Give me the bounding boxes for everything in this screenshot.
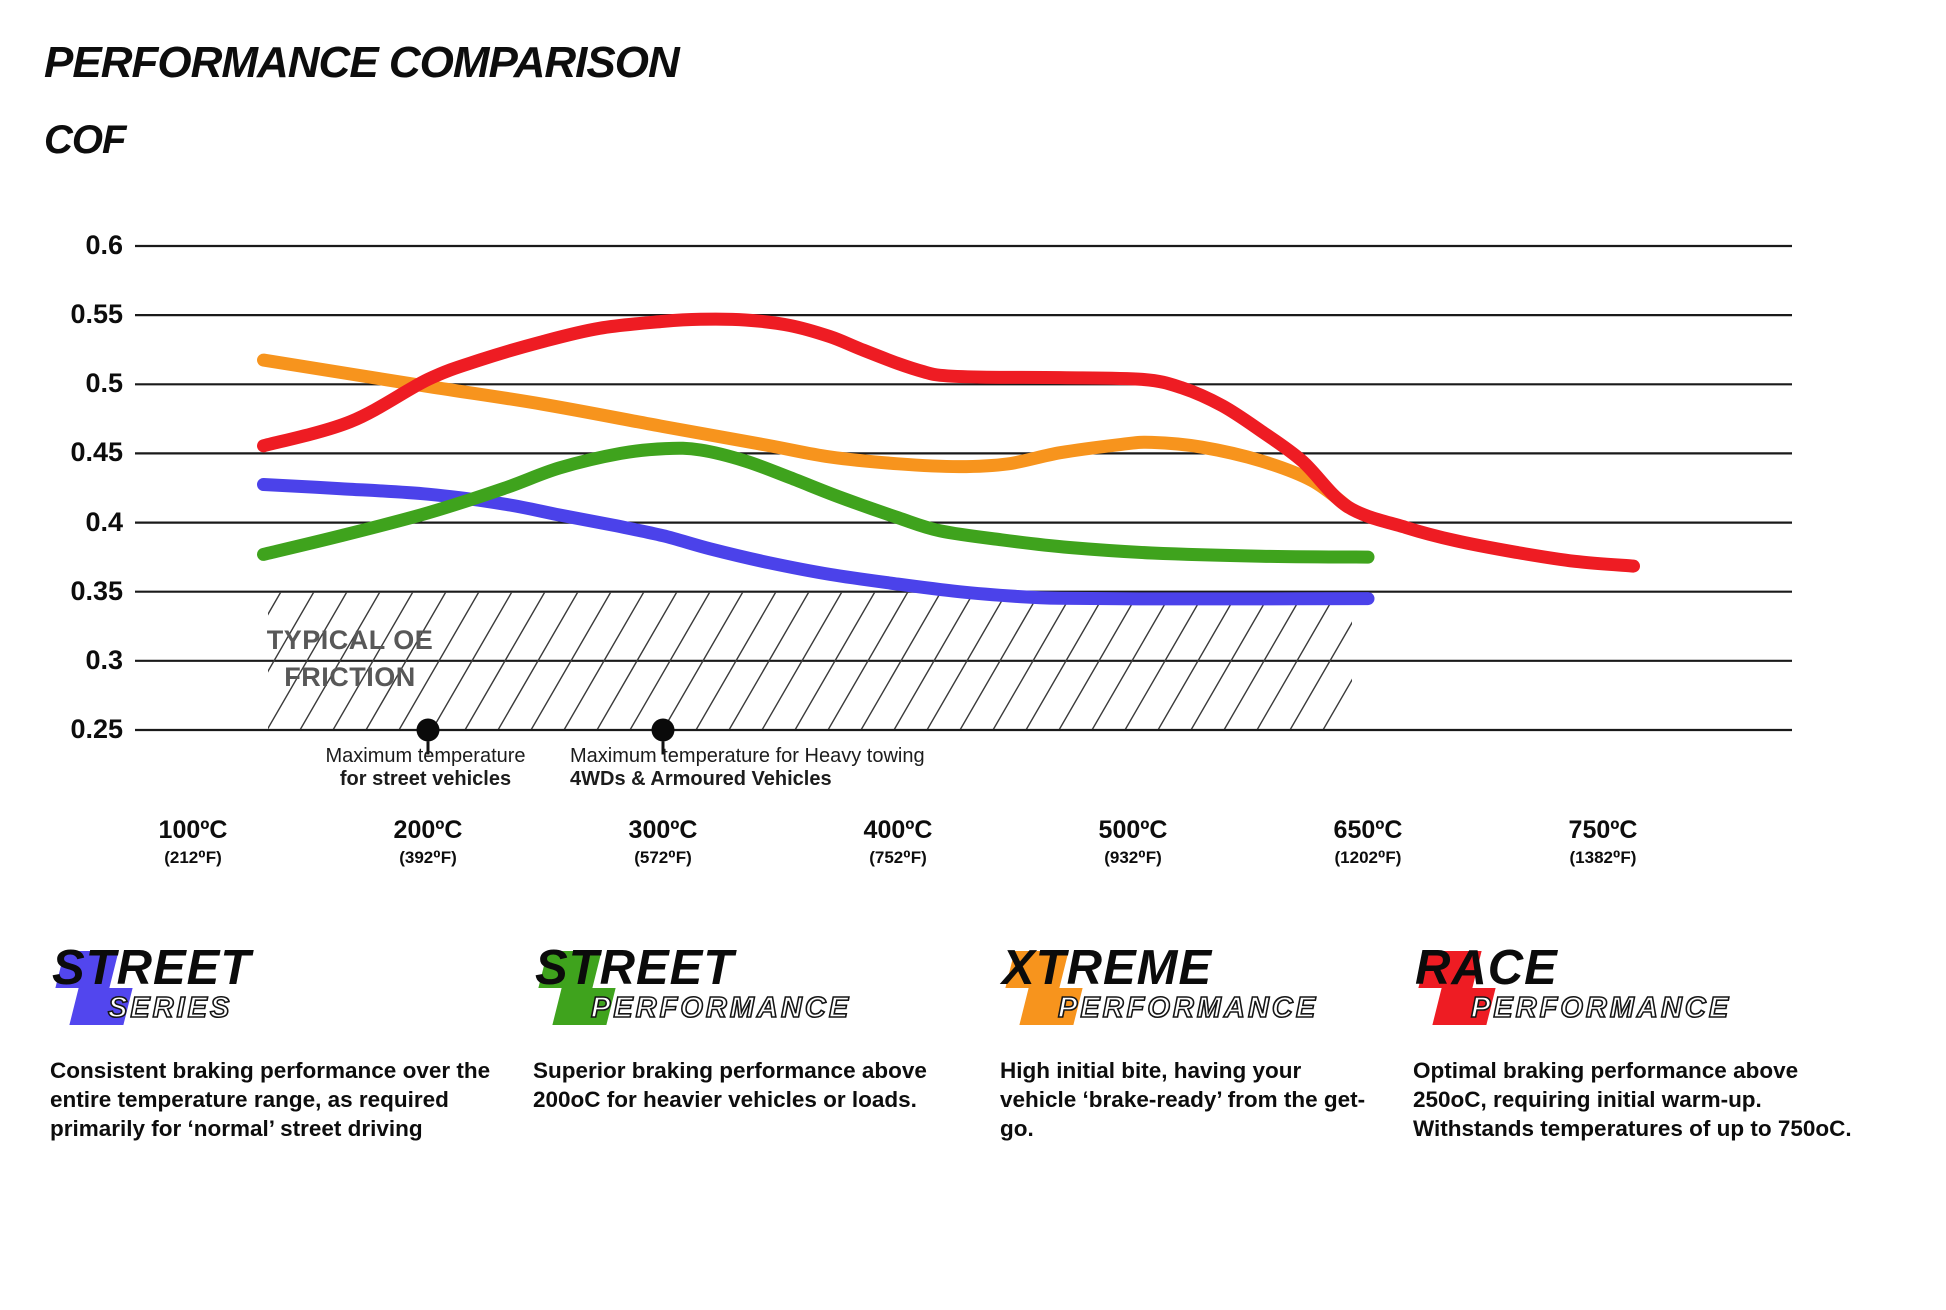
brand-word1: RACE bbox=[1415, 941, 1558, 995]
y-tick-label-0.35: 0.35 bbox=[70, 575, 123, 606]
brand-word2: PERFORMANCE bbox=[590, 991, 852, 1025]
x-tick-fahrenheit: (392⁰F) bbox=[399, 848, 457, 867]
series-line-street-performance bbox=[257, 441, 1375, 564]
annotation-street-vehicles-line1: Maximum temperature bbox=[325, 745, 526, 767]
brand-logo-race-performance: RACE PERFORMANCE bbox=[1413, 941, 1853, 1048]
brand-logo-xtreme-performance: XTREME PERFORMANCE bbox=[1000, 941, 1378, 1048]
x-tick-fahrenheit: (752⁰F) bbox=[869, 848, 927, 867]
x-tick-label-300: 300ºC (572⁰F) bbox=[568, 816, 758, 868]
x-tick-fahrenheit: (212⁰F) bbox=[164, 848, 222, 867]
max-temp-marker-1 bbox=[651, 718, 675, 742]
x-tick-fahrenheit: (1382⁰F) bbox=[1569, 848, 1637, 867]
x-tick-label-500: 500ºC (932⁰F) bbox=[1038, 816, 1228, 868]
series-line-race-performance bbox=[257, 312, 1640, 573]
oe-friction-hatch bbox=[268, 592, 1352, 729]
annotation-street-vehicles: Maximum temperature for street vehicles bbox=[258, 745, 593, 791]
y-tick-label-0.45: 0.45 bbox=[70, 437, 123, 468]
legend-description-street-series: Consistent braking performance over the … bbox=[50, 1058, 491, 1141]
brand-word1: XTREME bbox=[1002, 941, 1213, 995]
legend-description-street-performance: Superior braking performance above 200oC… bbox=[533, 1058, 927, 1112]
brand-word2: PERFORMANCE bbox=[1057, 991, 1319, 1025]
oe-friction-label-line1: TYPICAL OE bbox=[266, 625, 434, 655]
x-tick-celsius: 500ºC bbox=[1098, 816, 1168, 844]
page-title: PERFORMANCE COMPARISON bbox=[44, 38, 680, 87]
x-tick-label-100: 100ºC (212⁰F) bbox=[98, 816, 288, 868]
annotation-street-vehicles-line2: for street vehicles bbox=[339, 768, 512, 790]
brand-word2: PERFORMANCE bbox=[1470, 991, 1732, 1025]
x-tick-label-200: 200ºC (392⁰F) bbox=[333, 816, 523, 868]
y-tick-label-0.55: 0.55 bbox=[70, 299, 123, 330]
brand-logo-street-series: STREET SERIES bbox=[50, 941, 502, 1048]
x-tick-fahrenheit: (572⁰F) bbox=[634, 848, 692, 867]
x-tick-label-650: 650ºC (1202⁰F) bbox=[1273, 816, 1463, 868]
x-tick-label-400: 400ºC (752⁰F) bbox=[803, 816, 993, 868]
oe-friction-label: TYPICAL OE FRICTION bbox=[250, 622, 450, 696]
y-tick-label-0.25: 0.25 bbox=[70, 713, 123, 744]
annotation-heavy-towing-line2: 4WDs & Armoured Vehicles bbox=[570, 768, 832, 790]
x-tick-celsius: 750ºC bbox=[1568, 816, 1638, 844]
brand-word2: SERIES bbox=[107, 991, 233, 1025]
legend-item-street-series: STREET SERIES Consistent braking performan… bbox=[50, 941, 502, 1143]
y-axis-title: COF bbox=[44, 118, 126, 162]
x-tick-celsius: 650ºC bbox=[1333, 816, 1403, 844]
legend-item-street-performance: STREET PERFORMANCE Superior braking perfor… bbox=[533, 941, 973, 1114]
x-tick-fahrenheit: (1202⁰F) bbox=[1334, 848, 1402, 867]
annotation-heavy-towing-line1: Maximum temperature for Heavy towing bbox=[570, 745, 925, 767]
x-tick-celsius: 300ºC bbox=[628, 816, 698, 844]
x-tick-celsius: 400ºC bbox=[863, 816, 933, 844]
series-line-street-series bbox=[257, 478, 1375, 606]
x-tick-celsius: 100ºC bbox=[158, 816, 228, 844]
brand-word1: STREET bbox=[52, 941, 252, 995]
brand-word1: STREET bbox=[535, 941, 735, 995]
x-tick-fahrenheit: (932⁰F) bbox=[1104, 848, 1162, 867]
y-tick-label-0.3: 0.3 bbox=[85, 644, 123, 675]
legend-description-race-performance: Optimal braking performance above 250oC,… bbox=[1413, 1058, 1852, 1141]
x-tick-label-750: 750ºC (1382⁰F) bbox=[1508, 816, 1698, 868]
y-tick-label-0.6: 0.6 bbox=[85, 230, 123, 260]
oe-friction-label-line2: FRICTION bbox=[284, 662, 416, 692]
y-tick-label-0.5: 0.5 bbox=[85, 368, 123, 399]
x-tick-celsius: 200ºC bbox=[393, 816, 463, 844]
chart-canvas bbox=[135, 244, 1792, 755]
legend-item-race-performance: RACE PERFORMANCE Optimal braking performan… bbox=[1413, 941, 1853, 1143]
y-tick-label-0.4: 0.4 bbox=[85, 506, 123, 537]
annotation-heavy-towing: Maximum temperature for Heavy towing 4WD… bbox=[570, 745, 1030, 791]
max-temp-marker-0 bbox=[416, 718, 440, 742]
legend-description-xtreme-performance: High initial bite, having your vehicle ‘… bbox=[1000, 1058, 1366, 1141]
series-line-xtreme-performance bbox=[257, 353, 1355, 514]
brand-logo-street-performance: STREET PERFORMANCE bbox=[533, 941, 973, 1048]
legend-item-xtreme-performance: XTREME PERFORMANCE High initial bite, havi… bbox=[1000, 941, 1378, 1143]
